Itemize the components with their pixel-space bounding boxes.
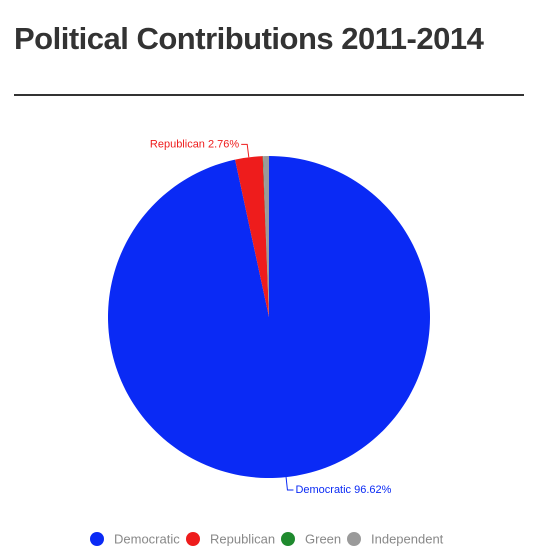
pie-slice xyxy=(235,156,269,317)
pie-slice xyxy=(263,156,269,317)
pie-slice xyxy=(262,156,269,317)
legend-label: Green xyxy=(305,531,341,546)
legend-label: Independent xyxy=(371,531,444,546)
legend-label: Democratic xyxy=(114,531,180,546)
legend-marker xyxy=(347,532,361,546)
legend-marker xyxy=(281,532,295,546)
data-label: Republican 2.76% xyxy=(150,138,240,150)
label-leader xyxy=(241,143,250,158)
chart-title: Political Contributions 2011-2014 xyxy=(14,21,484,56)
label-leader xyxy=(285,477,294,491)
legend-marker xyxy=(186,532,200,546)
legend-label: Republican xyxy=(210,531,275,546)
title-rule xyxy=(14,94,524,96)
legend-marker xyxy=(90,532,104,546)
data-label: Democratic 96.62% xyxy=(295,484,391,496)
